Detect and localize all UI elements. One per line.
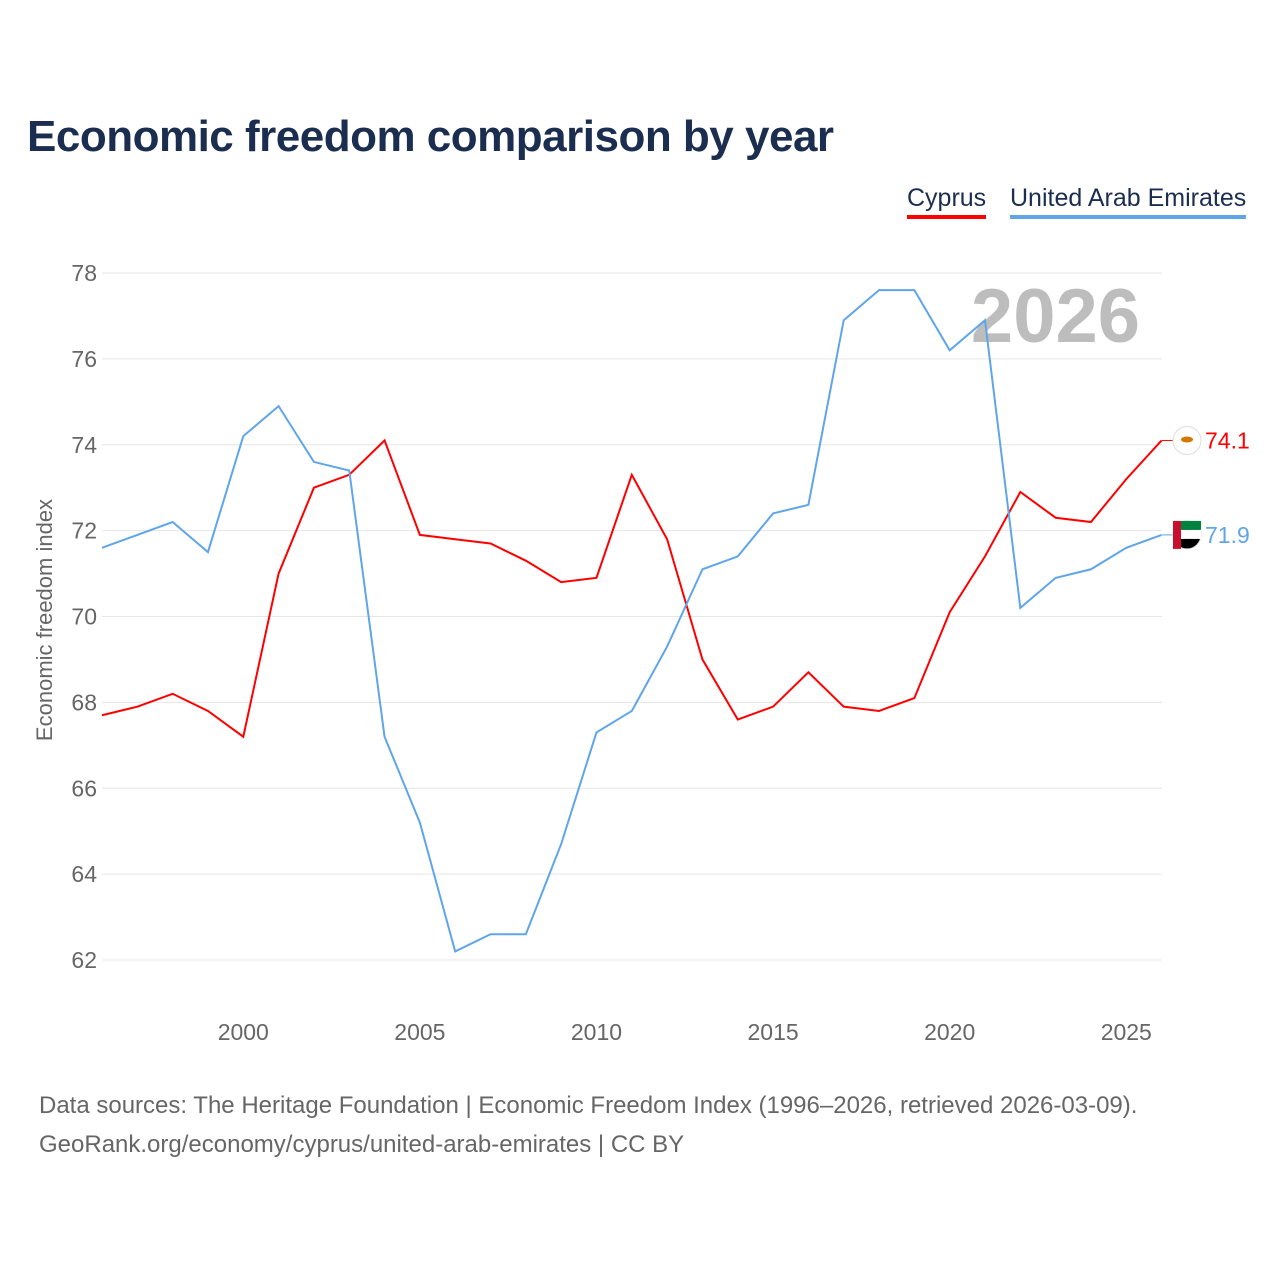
x-tick-label: 2005 [394,1019,445,1045]
x-tick-label: 2015 [747,1019,798,1045]
y-axis-label: Economic freedom index [32,499,57,741]
flag-stripe [1181,529,1201,539]
y-tick-label: 66 [71,775,97,801]
source-line-2[interactable]: GeoRank.org/economy/cyprus/united-arab-e… [39,1131,685,1158]
x-tick-label: 2010 [571,1019,622,1045]
year-watermark: 2026 [971,274,1140,359]
end-value-label: 71.9 [1205,522,1250,548]
legend-uae[interactable]: United Arab Emirates [1010,184,1247,219]
flag-stripe [1173,520,1181,549]
chart-plot: 62 64 66 68 70 72 74 76 78 2000 2005 2010 2015 2020 20… [32,260,1250,1045]
y-tick-label: 72 [71,518,97,544]
end-value-label: 74.1 [1205,427,1250,453]
y-tick-label: 74 [71,432,97,458]
flag-stripe [1181,520,1201,530]
series-line-1 [101,289,1162,953]
x-tick-label: 2025 [1101,1019,1152,1045]
y-tick-label: 68 [71,689,97,715]
y-tick-label: 70 [71,604,97,630]
series-line-0 [101,438,1163,739]
y-tick-label: 64 [71,861,97,887]
chart-title: Economic freedom comparison by year [27,112,834,161]
legend-cyprus[interactable]: Cyprus [907,184,987,219]
y-tick-label: 76 [71,346,97,372]
flag-island [1181,436,1193,443]
x-tick-label: 2020 [924,1019,975,1045]
y-tick-label: 78 [71,260,97,286]
y-tick-label: 62 [71,947,97,973]
x-tick-label: 2000 [218,1019,269,1045]
source-line-1: Data sources: The Heritage Foundation | … [39,1092,1138,1119]
